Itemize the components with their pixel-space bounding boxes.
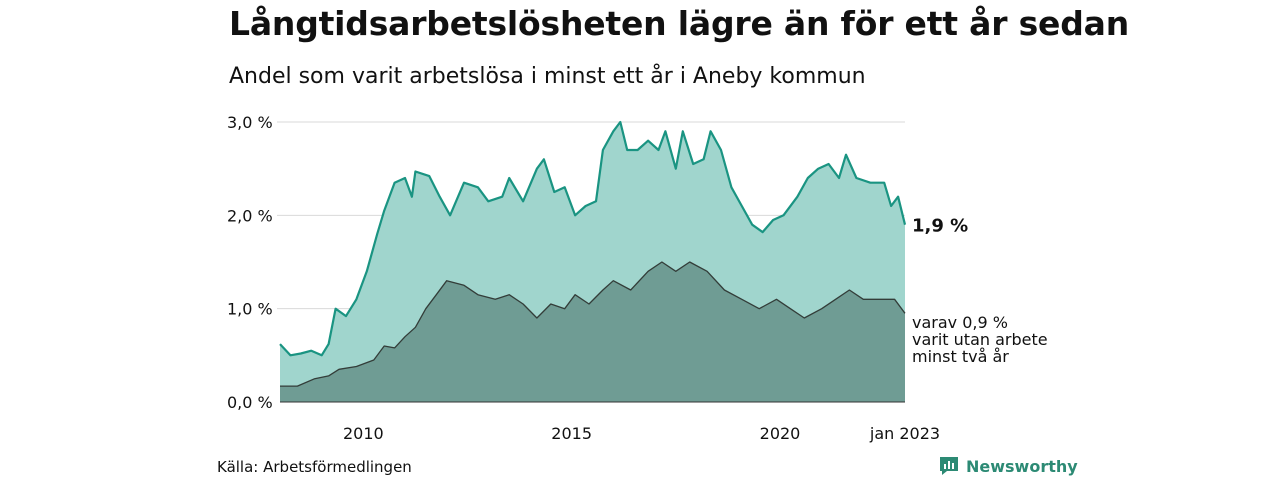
x-tick-label: 2010 (343, 424, 384, 443)
newsworthy-brand: Newsworthy (938, 455, 1078, 477)
chart-subtitle: Andel som varit arbetslösa i minst ett å… (229, 64, 866, 89)
chart-title: Långtidsarbetslösheten lägre än för ett … (229, 4, 1130, 43)
brand-name: Newsworthy (966, 456, 1078, 476)
area-over_two_years (280, 262, 905, 402)
x-tick-label: 2020 (760, 424, 801, 443)
end-label-total: 1,9 % (912, 216, 968, 237)
end-label-over-two-years: varit utan arbete (912, 330, 1048, 349)
end-label-over-two-years: minst två år (912, 347, 1009, 366)
x-tick-label: jan 2023 (869, 424, 940, 443)
x-tick-label: 2015 (551, 424, 592, 443)
line-total (279, 120, 907, 357)
y-tick-label: 2,0 % (227, 206, 273, 225)
y-tick-label: 3,0 % (227, 113, 273, 132)
line-over_two_years (280, 261, 906, 387)
y-tick-label: 0,0 % (227, 393, 273, 412)
y-tick-label: 1,0 % (227, 300, 273, 319)
end-label-over-two-years: varav 0,9 % (912, 313, 1008, 332)
source-note: Källa: Arbetsförmedlingen (217, 458, 412, 476)
newsworthy-logo-icon (940, 457, 958, 475)
